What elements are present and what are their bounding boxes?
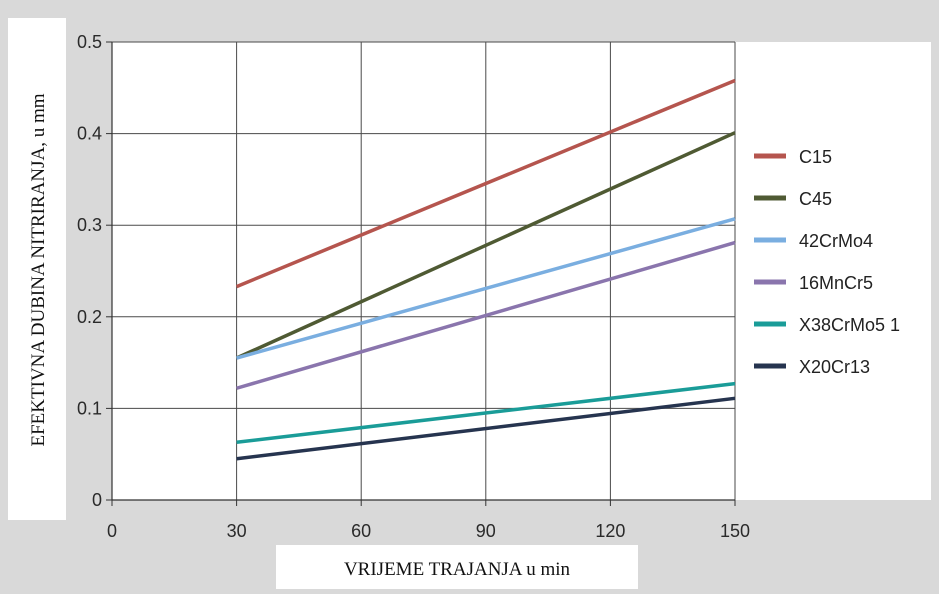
y-axis-title-box bbox=[8, 18, 66, 520]
x-tick-label: 150 bbox=[720, 521, 750, 541]
legend: C15 C45 42CrMo4 16MnCr5 X38CrMo5 1 X20Cr13 bbox=[754, 147, 900, 377]
x-tick-label: 30 bbox=[227, 521, 247, 541]
x-tick-label: 0 bbox=[107, 521, 117, 541]
x-axis-title: VRIJEME TRAJANJA u min bbox=[344, 559, 571, 580]
legend-label-4: 16MnCr5 bbox=[799, 273, 873, 293]
x-tick-label: 90 bbox=[476, 521, 496, 541]
series-line-4 bbox=[236, 240, 736, 390]
grid-layer bbox=[112, 41, 736, 500]
x-tick-label: 120 bbox=[595, 521, 625, 541]
legend-label-5: X38CrMo5 1 bbox=[799, 315, 900, 335]
y-tick-label: 0.5 bbox=[77, 32, 102, 52]
series-line-1 bbox=[235, 78, 736, 289]
legend-label-6: X20Cr13 bbox=[799, 357, 870, 377]
y-tick-label: 0.3 bbox=[77, 215, 102, 235]
y-tick-label: 0.4 bbox=[77, 124, 102, 144]
y-tick-label: 0 bbox=[92, 490, 102, 510]
plot-area bbox=[112, 42, 735, 500]
series-layer bbox=[235, 78, 736, 461]
legend-panel bbox=[735, 42, 931, 500]
axes-layer bbox=[106, 41, 736, 506]
y-axis-title: EFEKTIVNA DUBINA NITRIRANJA, u mm bbox=[28, 93, 49, 446]
x-axis-title-box bbox=[276, 545, 638, 589]
legend-label-3: 42CrMo4 bbox=[799, 231, 873, 251]
series-line-5 bbox=[236, 381, 736, 445]
legend-label-1: C15 bbox=[799, 147, 832, 167]
series-line-2 bbox=[235, 131, 736, 360]
y-tick-label: 0.1 bbox=[77, 398, 102, 418]
series-line-3 bbox=[236, 217, 736, 360]
tick-label-layer: 0 30 60 90 120 150 0 0.1 0.2 0.3 0.4 0.5 bbox=[77, 32, 750, 541]
x-tick-label: 60 bbox=[351, 521, 371, 541]
y-tick-label: 0.2 bbox=[77, 307, 102, 327]
series-line-6 bbox=[236, 396, 736, 461]
legend-label-2: C45 bbox=[799, 189, 832, 209]
